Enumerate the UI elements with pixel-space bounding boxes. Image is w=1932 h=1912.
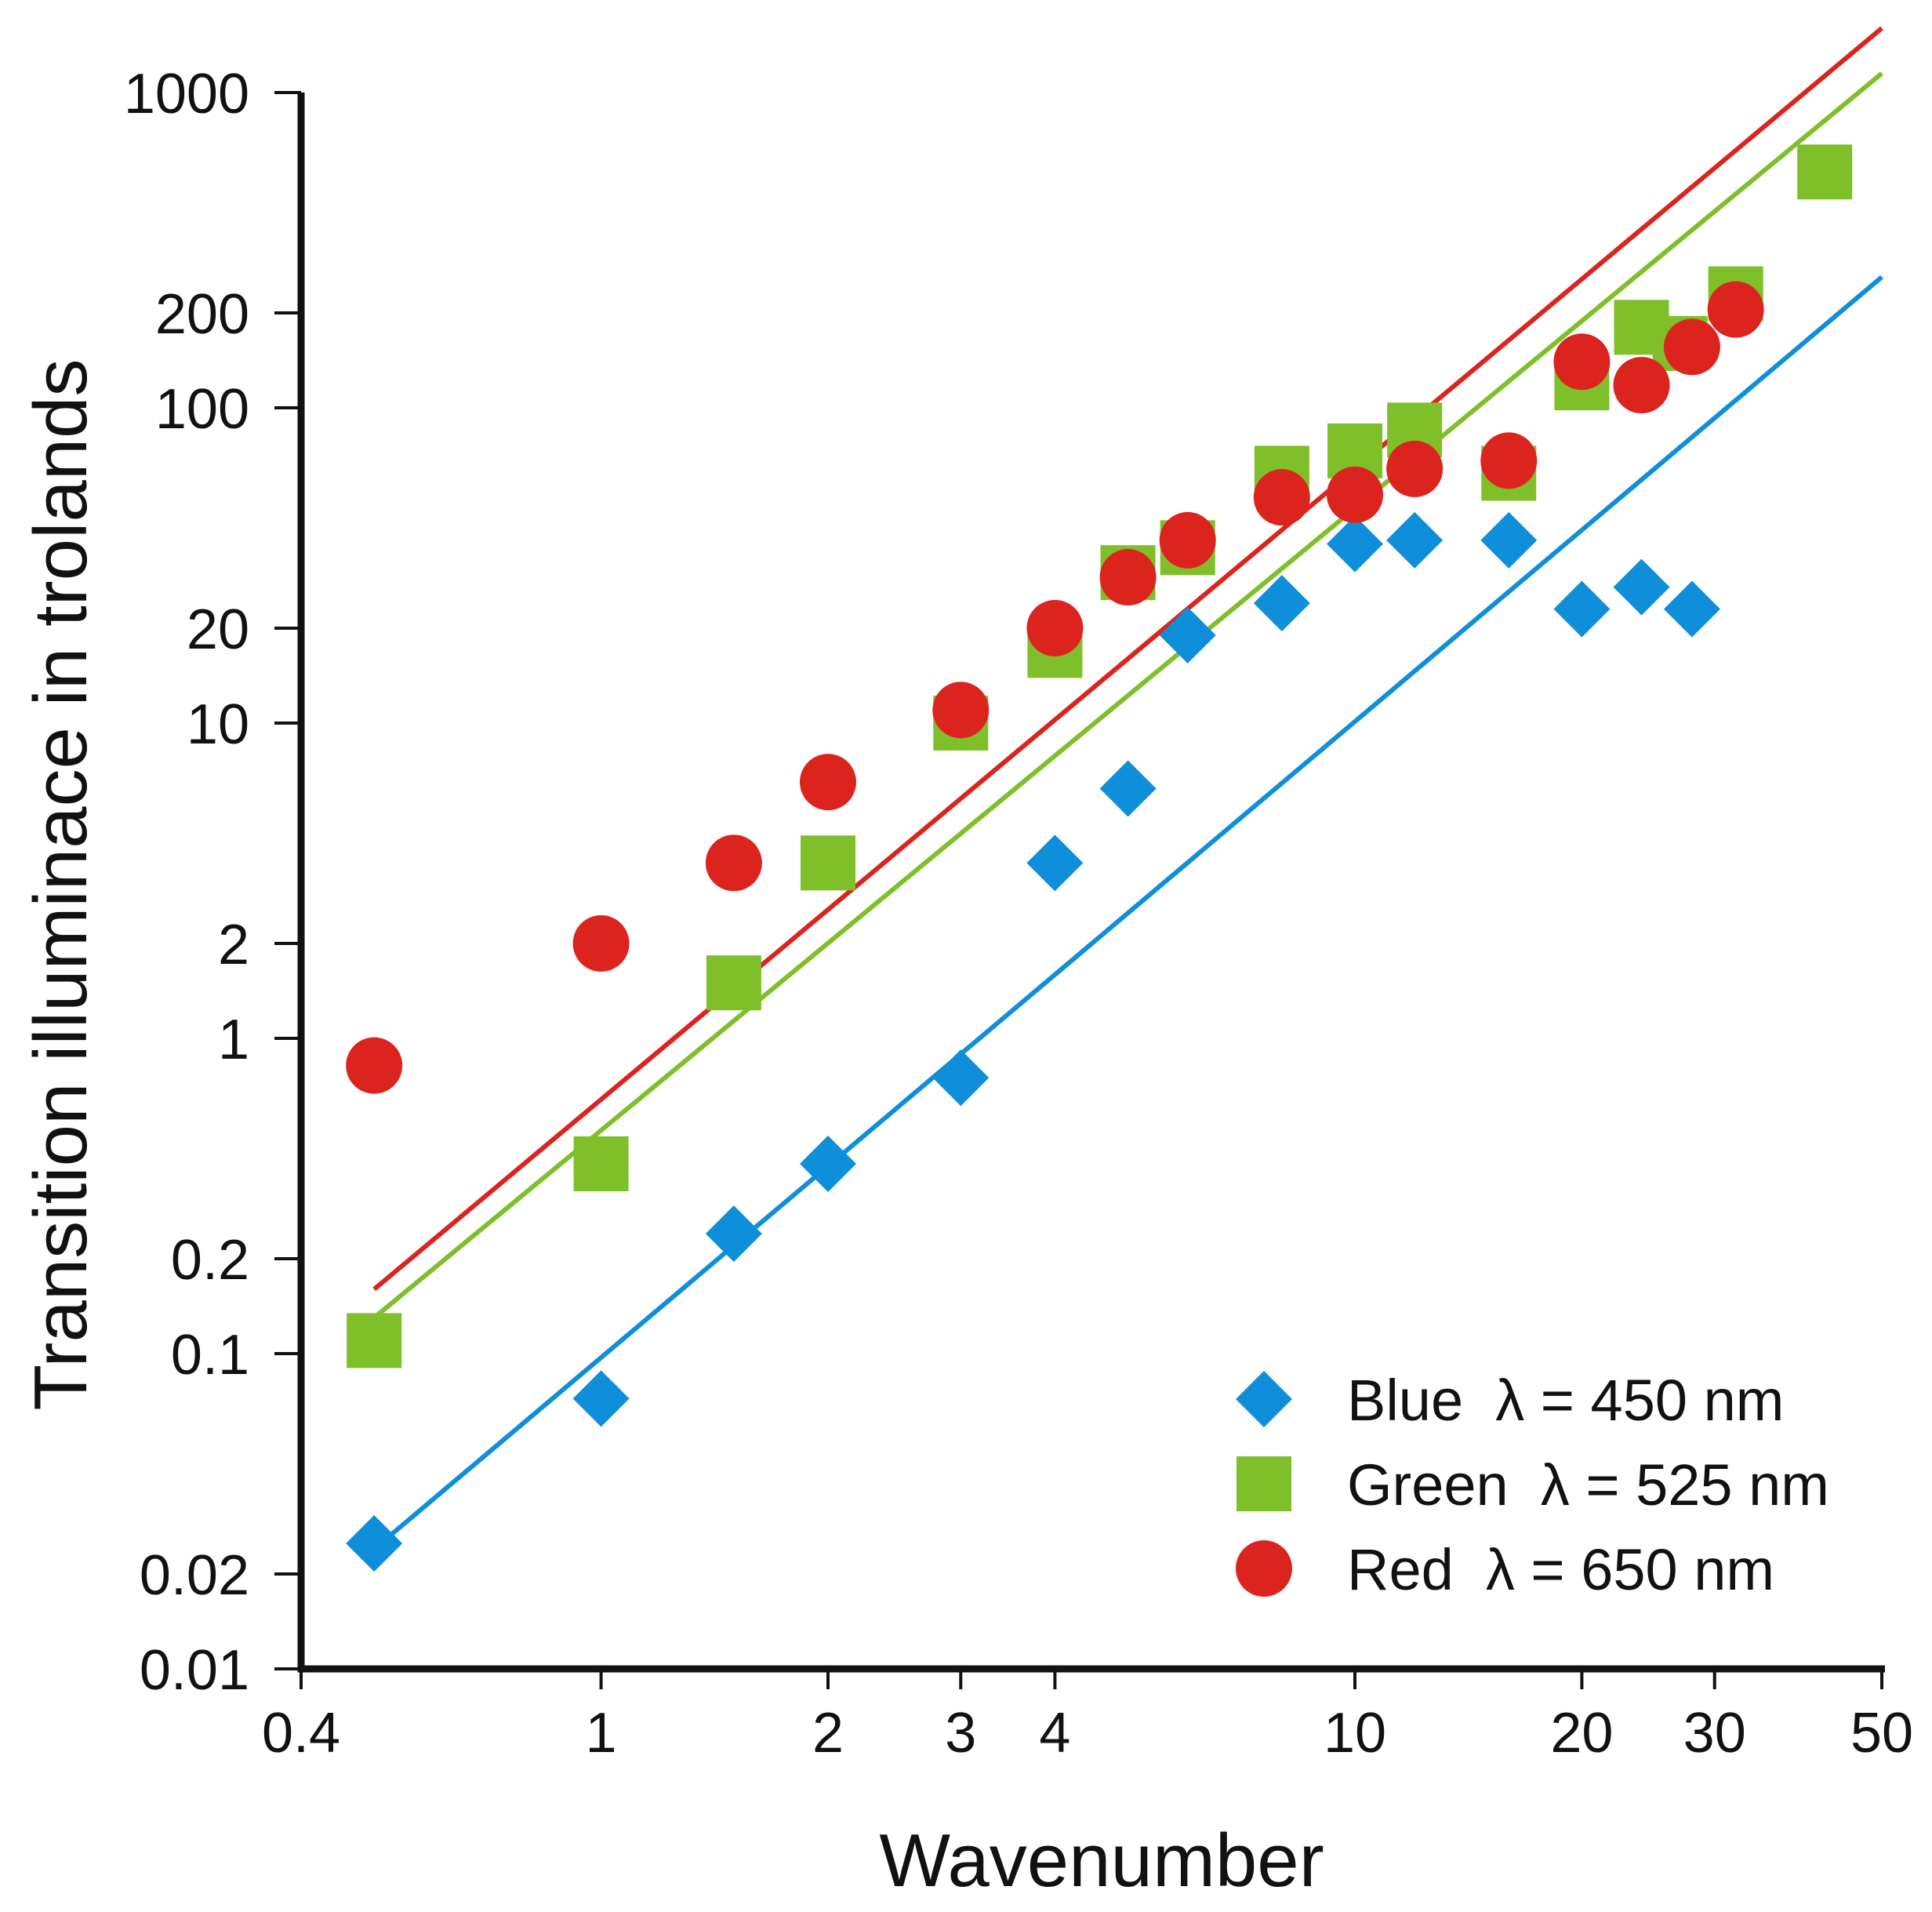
data-point-circle	[1253, 469, 1310, 526]
data-point-square	[801, 835, 855, 891]
x-tick-label: 1	[586, 1702, 617, 1765]
legend-marker-circle	[1236, 1540, 1292, 1597]
data-point-diamond	[1253, 575, 1310, 632]
x-tick-label: 0.4	[262, 1702, 340, 1765]
y-tick-label: 0.1	[171, 1324, 249, 1387]
data-point-diamond	[1099, 760, 1157, 817]
legend-label: Green λ = 525 nm	[1347, 1452, 1829, 1518]
data-point-circle	[1099, 549, 1157, 606]
fit-lines	[372, 26, 1883, 1551]
data-point-square	[573, 1136, 629, 1191]
legend-marker-square	[1237, 1456, 1291, 1511]
data-point-circle	[1663, 318, 1720, 376]
axes	[297, 93, 1885, 1673]
y-tick-label: 2	[218, 914, 249, 976]
markers	[346, 144, 1853, 1572]
x-tick-label: 3	[945, 1702, 976, 1765]
y-tick-label: 0.02	[140, 1544, 249, 1607]
y-tick-label: 200	[155, 283, 249, 346]
fit-line-square	[372, 71, 1883, 1320]
ticks: 0.4 1 2 3 4 10 20 30 50 0.01 0.02 0.1 0.2 1 2 10 20 100 20…	[124, 63, 1913, 1765]
data-point-circle	[346, 1037, 403, 1094]
y-tick-label: 0.2	[171, 1229, 249, 1292]
data-point-circle	[1553, 333, 1611, 391]
data-point-circle	[932, 682, 990, 739]
data-point-diamond	[705, 1205, 762, 1263]
data-point-circle	[1707, 281, 1764, 338]
data-point-circle	[1159, 511, 1216, 569]
data-point-square	[347, 1313, 402, 1369]
fit-line-diamond	[372, 274, 1883, 1551]
x-axis-title: Wavenumber	[879, 1819, 1324, 1903]
y-tick-label: 1	[218, 1009, 249, 1071]
data-point-diamond	[1553, 580, 1611, 638]
data-point-diamond	[1327, 515, 1383, 573]
data-point-diamond	[800, 1135, 856, 1192]
y-tick-label: 0.01	[140, 1639, 249, 1702]
data-point-circle	[1386, 440, 1444, 497]
data-point-square	[1797, 144, 1853, 200]
data-point-diamond	[1480, 511, 1538, 569]
x-tick-label: 20	[1550, 1702, 1613, 1765]
legend-marker-diamond	[1236, 1371, 1292, 1427]
y-tick-label: 100	[155, 378, 249, 441]
legend: Blue λ = 450 nm Green λ = 525 nm Red λ = 6…	[1236, 1368, 1829, 1602]
data-point-diamond	[1386, 511, 1444, 569]
data-point-diamond	[346, 1515, 403, 1572]
fit-line-circle	[372, 26, 1883, 1292]
legend-label: Blue λ = 450 nm	[1347, 1368, 1784, 1433]
y-tick-label: 1000	[124, 63, 249, 125]
data-point-circle	[1327, 466, 1383, 523]
data-point-circle	[800, 754, 856, 811]
data-point-circle	[1026, 599, 1084, 656]
legend-label: Red λ = 650 nm	[1347, 1537, 1774, 1602]
data-point-diamond	[1663, 580, 1720, 638]
x-tick-label: 50	[1850, 1702, 1913, 1765]
data-point-diamond	[1159, 606, 1216, 663]
data-point-diamond	[1026, 834, 1084, 892]
data-point-square	[706, 955, 761, 1011]
data-point-circle	[1613, 357, 1670, 414]
data-point-diamond	[932, 1049, 990, 1107]
data-point-circle	[1480, 432, 1538, 489]
x-tick-label: 30	[1683, 1702, 1746, 1765]
data-point-circle	[572, 914, 630, 972]
data-point-circle	[705, 834, 762, 892]
data-point-diamond	[572, 1370, 630, 1427]
x-tick-label: 10	[1324, 1702, 1386, 1765]
x-tick-label: 4	[1039, 1702, 1070, 1765]
y-tick-label: 10	[187, 693, 249, 756]
data-point-diamond	[1613, 558, 1670, 616]
x-tick-label: 2	[812, 1702, 844, 1765]
y-tick-label: 20	[187, 598, 249, 661]
y-axis-title: Transition illuminace in trolands	[19, 358, 103, 1410]
